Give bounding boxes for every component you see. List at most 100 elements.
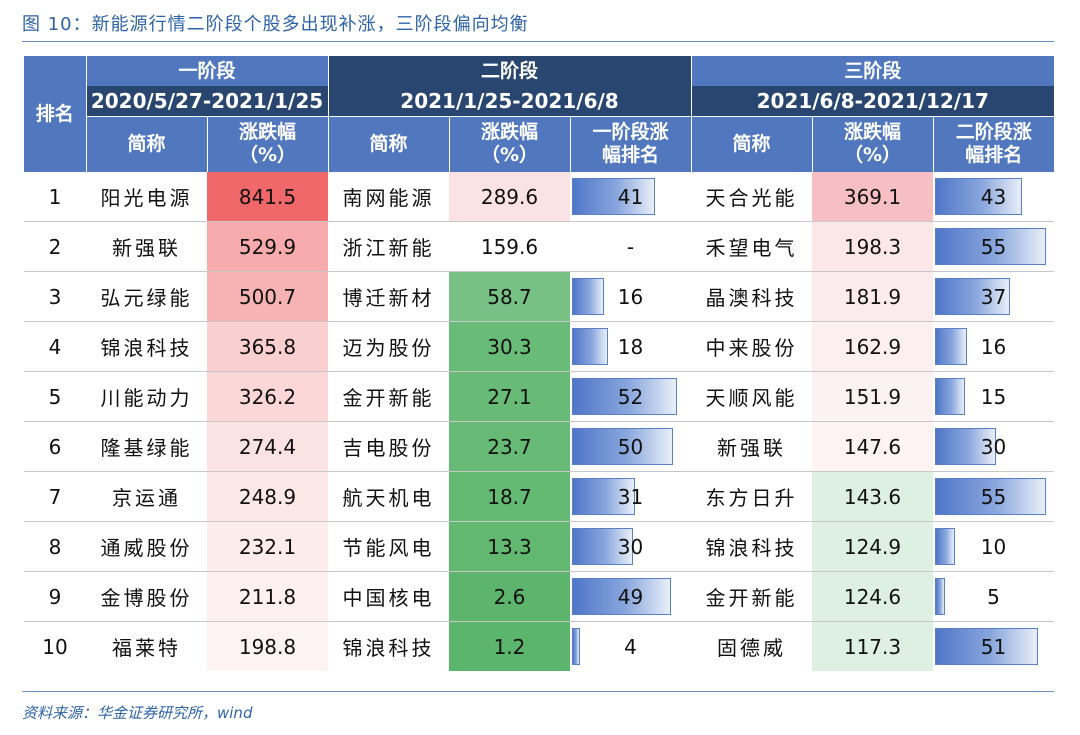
rank-value: 43	[980, 184, 1007, 209]
table-row: 5 川能动力 326.2 金开新能 27.1 52 天顺风能 151.9 15	[24, 371, 1054, 422]
s2-prev-rank-cell: 4	[570, 621, 691, 671]
s1-name-cell: 通威股份	[86, 521, 207, 572]
s2-name-cell: 迈为股份	[328, 321, 449, 372]
table-row: 8 通威股份 232.1 节能风电 13.3 30 锦浪科技 124.9 10	[24, 521, 1054, 572]
s2-change-header-l1: 涨跌幅	[480, 121, 538, 144]
s1-change-cell: 841.5	[207, 172, 328, 222]
s2-change-cell: 58.7	[449, 271, 570, 322]
s2-name-cell: 节能风电	[328, 521, 449, 572]
s1-name-cell: 锦浪科技	[86, 321, 207, 372]
table-row: 4 锦浪科技 365.8 迈为股份 30.3 18 中来股份 162.9 16	[24, 321, 1054, 372]
s2-prev-rank-cell: 41	[570, 172, 691, 222]
s1-name-cell: 京运通	[86, 471, 207, 522]
s2-name-cell: 浙江新能	[328, 221, 449, 272]
rank-data-bar	[935, 278, 1010, 315]
s2-name-cell: 金开新能	[328, 371, 449, 422]
s1-change-cell: 198.8	[207, 621, 328, 671]
s3-change-header-l1: 涨跌幅	[843, 121, 901, 144]
stage2-range: 2021/1/25-2021/6/8	[327, 86, 691, 117]
rank-value: 10	[980, 534, 1007, 559]
stage3-range: 2021/6/8-2021/12/17	[690, 86, 1054, 117]
s1-change-cell: 326.2	[207, 371, 328, 422]
s2-prev-rank-header-l2: 幅排名	[601, 144, 659, 167]
rank-cell: 3	[24, 271, 86, 322]
stage2-header: 二阶段	[327, 56, 691, 86]
s3-change-header: 涨跌幅 （%）	[811, 116, 933, 172]
rank-data-bar	[572, 428, 673, 465]
s2-name-cell: 中国核电	[328, 571, 449, 622]
rank-cell: 4	[24, 321, 86, 372]
s2-change-cell: 1.2	[449, 621, 570, 671]
s2-name-header: 简称	[327, 116, 449, 172]
s3-prev-rank-header-l1: 二阶段涨	[955, 121, 1032, 144]
rank-cell: 5	[24, 371, 86, 422]
s1-name-cell: 隆基绿能	[86, 421, 207, 472]
s3-prev-rank-cell: 30	[933, 421, 1054, 472]
s2-change-header: 涨跌幅 （%）	[448, 116, 570, 172]
s1-name-cell: 金博股份	[86, 571, 207, 622]
rank-value: 37	[980, 284, 1007, 309]
rank-value: 51	[980, 634, 1007, 659]
table-row: 2 新强联 529.9 浙江新能 159.6 - 禾望电气 198.3 55	[24, 221, 1054, 272]
rank-data-bar	[935, 478, 1046, 515]
s3-name-cell: 东方日升	[691, 471, 812, 522]
table-row: 6 隆基绿能 274.4 吉电股份 23.7 50 新强联 147.6 30	[24, 421, 1054, 472]
rank-value: 16	[617, 284, 644, 309]
s3-name-cell: 锦浪科技	[691, 521, 812, 572]
rank-data-bar	[572, 378, 677, 415]
s1-name-header: 简称	[85, 116, 207, 172]
rank-data-bar	[572, 478, 635, 515]
rank-header: 排名	[24, 56, 86, 172]
stock-ranking-table: 排名 一阶段 二阶段 三阶段 2020/5/27-2021/1/25 2021/…	[24, 56, 1054, 671]
table-body: 1 阳光电源 841.5 南网能源 289.6 41 天合光能 369.1 43 2 新强联 529.…	[24, 172, 1054, 671]
s3-prev-rank-cell: 16	[933, 321, 1054, 372]
s2-change-cell: 289.6	[449, 172, 570, 222]
s2-name-cell: 南网能源	[342, 186, 435, 210]
s3-prev-rank-header: 二阶段涨 幅排名	[932, 116, 1054, 172]
s2-change-cell: 23.7	[449, 421, 570, 472]
s2-change-header-l2: （%）	[480, 144, 539, 167]
table-row: 9 金博股份 211.8 中国核电 2.6 49 金开新能 124.6 5	[24, 571, 1054, 622]
rank-data-bar	[572, 628, 581, 665]
s1-change-cell: 211.8	[207, 571, 328, 622]
rank-value: 52	[617, 384, 644, 409]
s3-change-cell: 181.9	[812, 271, 933, 322]
s2-change-cell: 159.6	[449, 221, 570, 272]
figure-title: 图 10：新能源行情二阶段个股多出现补涨，三阶段偏向均衡	[22, 14, 529, 35]
rank-cell: 7	[24, 471, 86, 522]
rank-value: 15	[980, 384, 1007, 409]
stage1-range: 2020/5/27-2021/1/25	[85, 86, 328, 117]
s1-change-header-l2: （%）	[238, 144, 297, 167]
rank-value: 50	[617, 434, 644, 459]
s3-prev-rank-cell: 10	[933, 521, 1054, 572]
s1-name-cell: 阳光电源	[100, 186, 193, 210]
rank-value: 31	[617, 484, 644, 509]
rank-data-bar	[572, 528, 633, 565]
rank-data-bar	[935, 228, 1046, 265]
s2-change-cell: 2.6	[449, 571, 570, 622]
s2-name-cell: 航天机电	[328, 471, 449, 522]
rank-data-bar	[572, 178, 655, 215]
rank-value: 30	[980, 434, 1007, 459]
rank-value: 5	[987, 584, 1000, 609]
s1-name-cell: 福莱特	[86, 621, 207, 671]
s2-prev-rank-cell: 18	[570, 321, 691, 372]
rank-value: 4	[624, 634, 637, 659]
rank-cell: 1	[48, 184, 62, 209]
s1-change-cell: 248.9	[207, 471, 328, 522]
s1-change-header: 涨跌幅 （%）	[206, 116, 328, 172]
s3-prev-rank-cell: 43	[933, 172, 1054, 222]
s2-prev-rank-cell: 30	[570, 521, 691, 572]
rank-value: 16	[980, 334, 1007, 359]
rank-data-bar	[572, 328, 609, 365]
s3-prev-rank-header-l2: 幅排名	[965, 144, 1023, 167]
rank-data-bar	[935, 178, 1022, 215]
s1-change-cell: 232.1	[207, 521, 328, 572]
s3-prev-rank-cell: 37	[933, 271, 1054, 322]
s2-prev-rank-cell: 16	[570, 271, 691, 322]
s1-change-cell: 500.7	[207, 271, 328, 322]
s3-name-cell: 晶澳科技	[691, 271, 812, 322]
source-note: 资料来源：华金证券研究所，wind	[22, 704, 253, 722]
s2-change-cell: 30.3	[449, 321, 570, 372]
rank-value: 18	[617, 334, 644, 359]
